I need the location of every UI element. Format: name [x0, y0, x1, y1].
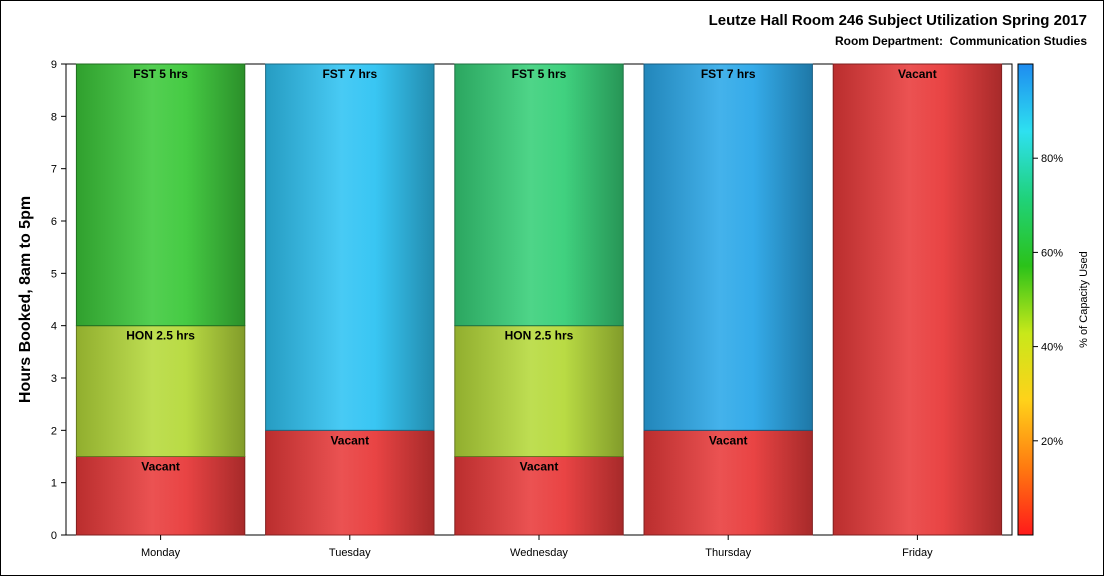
- y-tick-label: 9: [51, 59, 57, 71]
- bar-segment-label: Vacant: [141, 460, 180, 474]
- colorbar-label: % of Capacity Used: [1078, 251, 1090, 348]
- bar-segment-label: FST 7 hrs: [701, 67, 756, 81]
- bar-segment: [643, 63, 813, 431]
- y-axis-label: Hours Booked, 8am to 5pm: [17, 196, 34, 403]
- bar-segment-label: HON 2.5 hrs: [126, 329, 195, 343]
- bar-segment-label: Vacant: [898, 67, 937, 81]
- bar-segment-label: FST 5 hrs: [512, 67, 567, 81]
- chart-subtitle: Room Department: Communication Studies: [834, 34, 1087, 48]
- plot-area: 0 1 2 3 4 5 6 7 8 9 Hours Booked, 8am to 5pm Vacant…: [17, 59, 1090, 559]
- x-tick-label: Friday: [902, 547, 933, 559]
- bar-segment-label: Vacant: [330, 433, 369, 447]
- y-tick-label: 1: [51, 478, 57, 490]
- bar-segment: [75, 456, 246, 536]
- y-tick-label: 3: [51, 373, 57, 385]
- bar-segment: [454, 63, 624, 327]
- x-tick-label: Monday: [141, 547, 181, 559]
- colorbar-tick-label: 60%: [1041, 247, 1063, 259]
- bar-segment-label: FST 7 hrs: [322, 67, 377, 81]
- y-tick-label: 2: [51, 425, 57, 437]
- colorbar-tick-label: 80%: [1041, 153, 1063, 165]
- x-tick-label: Thursday: [705, 547, 751, 559]
- x-tick-label: Tuesday: [329, 547, 371, 559]
- y-tick-label: 4: [51, 321, 57, 333]
- bar-segment-label: Vacant: [520, 460, 559, 474]
- bar-segment: [832, 63, 1003, 536]
- bar-segment: [75, 63, 246, 327]
- bar-segment: [454, 325, 624, 457]
- chart-title: Leutze Hall Room 246 Subject Utilization…: [708, 12, 1087, 29]
- colorbar: [1017, 63, 1034, 536]
- bar-segment: [265, 429, 435, 536]
- bar-segment: [265, 63, 435, 431]
- bar-segment-label: Vacant: [709, 433, 748, 447]
- y-tick-label: 8: [51, 111, 57, 123]
- x-tick-label: Wednesday: [510, 547, 568, 559]
- y-tick-label: 0: [51, 530, 57, 542]
- y-tick-label: 6: [51, 216, 57, 228]
- y-tick-label: 5: [51, 268, 57, 280]
- bar-segment-label: FST 5 hrs: [133, 67, 188, 81]
- colorbar-tick-label: 40%: [1041, 342, 1063, 354]
- colorbar-tick-label: 20%: [1041, 436, 1063, 448]
- y-tick-label: 7: [51, 164, 57, 176]
- bar-segment: [75, 325, 246, 457]
- bar-segment: [643, 429, 813, 536]
- bar-segment-label: HON 2.5 hrs: [505, 329, 574, 343]
